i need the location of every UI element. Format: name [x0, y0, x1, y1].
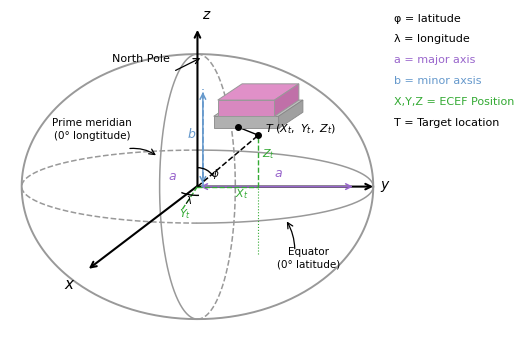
Text: $a$: $a$ [274, 167, 282, 180]
Polygon shape [218, 84, 299, 100]
Text: b = minor axsis: b = minor axsis [394, 76, 481, 86]
Text: $T\ (X_t,\ Y_t,\ Z_t)$: $T\ (X_t,\ Y_t,\ Z_t)$ [265, 123, 336, 136]
Text: Prime meridian
(0° longtitude): Prime meridian (0° longtitude) [52, 118, 132, 141]
Text: $x$: $x$ [64, 277, 76, 292]
Text: T = Target location: T = Target location [394, 118, 499, 128]
Text: φ = latitude: φ = latitude [394, 13, 460, 24]
Text: a = major axis: a = major axis [394, 55, 475, 65]
Text: North Pole: North Pole [112, 54, 170, 64]
Text: $Y_t$: $Y_t$ [179, 208, 191, 221]
Text: $y$: $y$ [380, 179, 391, 194]
Text: λ = longitude: λ = longitude [394, 35, 469, 45]
Polygon shape [218, 100, 275, 116]
Text: $\lambda$: $\lambda$ [186, 194, 193, 206]
Text: $b$: $b$ [187, 127, 196, 141]
Polygon shape [214, 100, 303, 116]
Text: $Z_t$: $Z_t$ [262, 147, 276, 161]
Text: $X_t$: $X_t$ [235, 188, 248, 201]
Polygon shape [275, 84, 299, 116]
Polygon shape [214, 116, 279, 128]
Text: $a$: $a$ [167, 170, 176, 183]
Text: $\phi$: $\phi$ [211, 167, 219, 181]
Text: $z$: $z$ [201, 8, 211, 21]
Text: Equator
(0° latitude): Equator (0° latitude) [277, 247, 340, 270]
Text: X,Y,Z = ECEF Position: X,Y,Z = ECEF Position [394, 97, 514, 107]
Polygon shape [279, 100, 303, 128]
